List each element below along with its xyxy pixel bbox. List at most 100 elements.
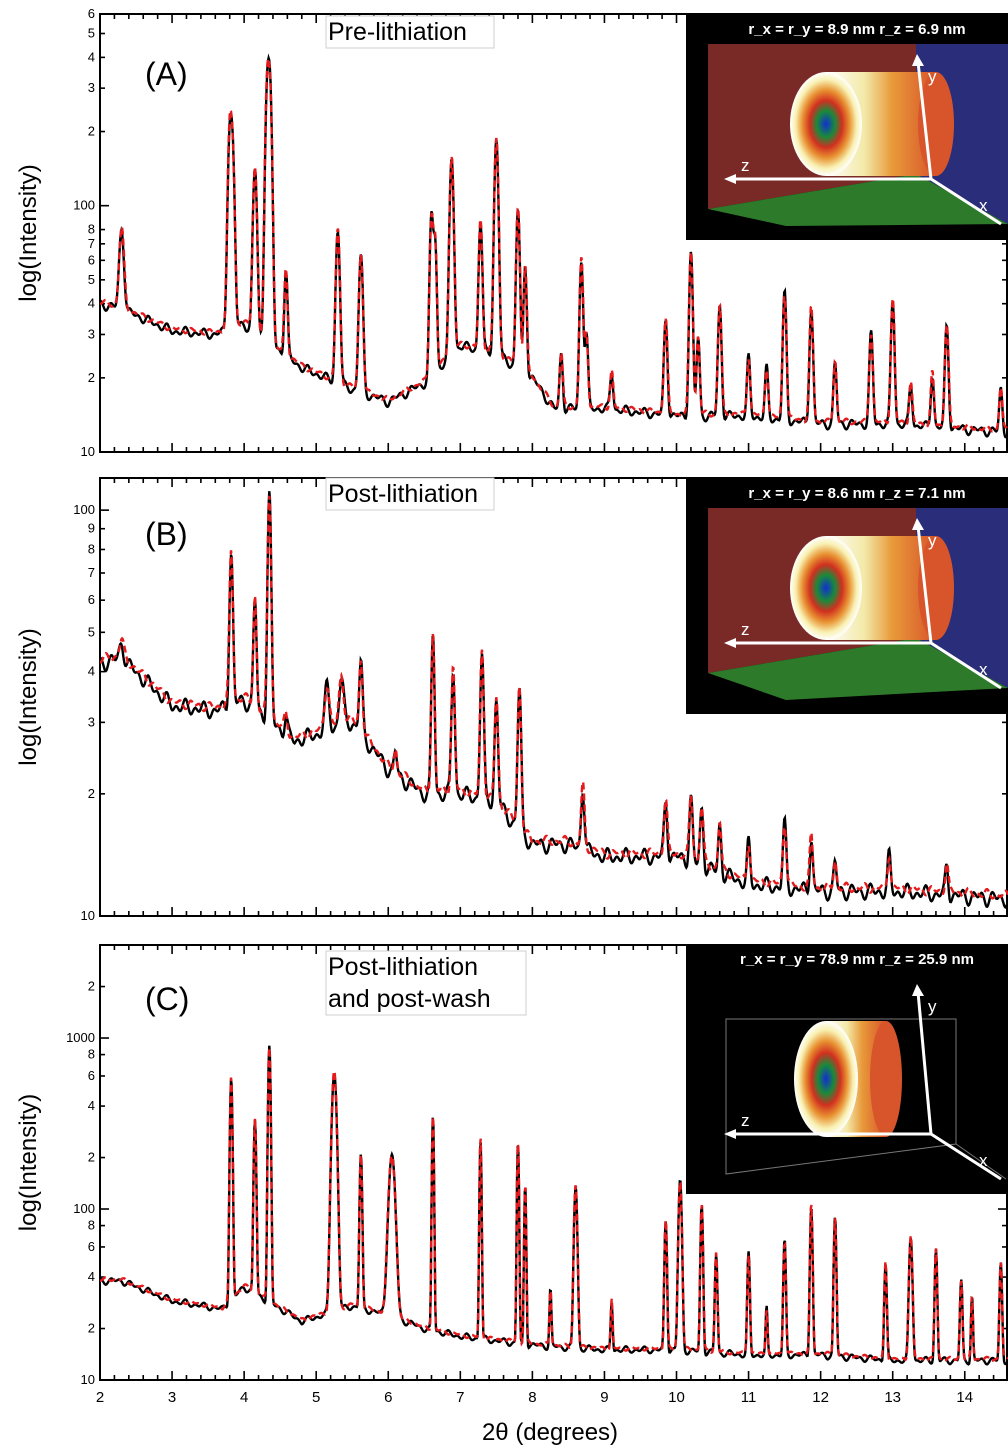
inset-axis-label-z: z <box>741 156 750 175</box>
y-tick-label: 8 <box>88 541 95 556</box>
x-tick-label: 13 <box>884 1389 901 1406</box>
panel-2: 10 2 3 4 5 6 7 8 9 100 log(Intensity) (B) Post-lithi… <box>15 477 1008 923</box>
y-tick-label: 2 <box>88 1321 95 1336</box>
inset-dimension-text: r_x = r_y = 8.9 nm r_z = 6.9 nm <box>748 21 965 38</box>
panel-label: (A) <box>145 56 188 92</box>
sample-label-box <box>325 950 527 1016</box>
cylinder-front-face <box>790 72 862 176</box>
y-tick-label: 6 <box>88 592 95 607</box>
inset-axis-label-z: z <box>741 620 750 639</box>
inset-axis-label-x: x <box>979 196 988 215</box>
x-axis-label: 2θ (degrees) <box>482 1419 618 1446</box>
y-tick-label: 100 <box>73 1201 95 1216</box>
panel-3: 10 2 4 6 8 100 2 4 6 8 1000 2 log(Intensity) (C) Post-… <box>15 944 1008 1387</box>
y-tick-label: 5 <box>88 624 95 639</box>
sample-label-line: Pre-lithiation <box>328 18 467 46</box>
y-tick-label: 3 <box>88 714 95 729</box>
x-tick-label: 5 <box>312 1389 320 1406</box>
y-tick-label: 7 <box>88 565 95 580</box>
inset-axis-label-y: y <box>928 67 937 86</box>
x-tick-label: 9 <box>600 1389 608 1406</box>
series-fit <box>100 1047 1008 1363</box>
inset-x-axis <box>930 641 1002 690</box>
x-tick-label: 12 <box>812 1389 829 1406</box>
y-tick-label: 1000 <box>66 1030 95 1045</box>
y-tick-label: 2 <box>88 786 95 801</box>
inset-x-axis <box>930 1132 1002 1181</box>
inset-y-axis <box>916 991 933 1135</box>
x-tick-label: 3 <box>168 1389 176 1406</box>
x-axis-tick-labels: 2 3 4 5 6 7 8 9 10 11 12 13 14 <box>96 1389 973 1406</box>
inset-box-outline <box>725 1018 1007 1180</box>
y-tick-label: 10 <box>81 444 95 459</box>
y-axis-label: log(Intensity) <box>15 628 42 765</box>
y-tick-label: 100 <box>73 502 95 517</box>
inset-axis-label-z: z <box>741 1111 750 1130</box>
inset-dimension-text: r_x = r_y = 8.6 nm r_z = 7.1 nm <box>748 485 965 502</box>
x-tick-label: 4 <box>240 1389 248 1406</box>
sample-label-box <box>325 15 495 49</box>
y-tick-label: 8 <box>88 1218 95 1233</box>
y-tick-label: 4 <box>88 1098 95 1113</box>
y-tick-label: 5 <box>88 272 95 287</box>
y-axis-label: log(Intensity) <box>15 1094 42 1231</box>
y-tick-label: 2 <box>88 124 95 139</box>
inset-y-axis <box>916 61 933 180</box>
y-tick-label: 2 <box>88 979 95 994</box>
y-tick-label: 9 <box>88 521 95 536</box>
y-tick-label: 5 <box>88 26 95 41</box>
x-tick-label: 14 <box>956 1389 973 1406</box>
y-tick-label: 6 <box>88 252 95 267</box>
inset-y-axis <box>916 525 933 644</box>
cylinder-back-cap <box>870 1021 902 1137</box>
x-tick-label: 8 <box>528 1389 536 1406</box>
shape-inset: z y x r_x = r_y = 78.9 nm r_z = 25.9 nm <box>686 944 1008 1194</box>
arrow-head-icon <box>912 518 924 530</box>
x-tick-label: 2 <box>96 1389 104 1406</box>
y-tick-label: 4 <box>88 296 95 311</box>
series-fit <box>100 57 1008 433</box>
y-tick-label: 4 <box>88 1269 95 1284</box>
arrow-head-icon <box>724 1129 736 1139</box>
sample-label-box <box>325 477 495 511</box>
sample-label-line: Post-lithiation <box>328 480 478 508</box>
shape-inset: z y x r_x = r_y = 8.9 nm r_z = 6.9 nm <box>686 14 1008 240</box>
inset-dimension-text: r_x = r_y = 78.9 nm r_z = 25.9 nm <box>740 951 974 968</box>
y-tick-label: 10 <box>81 908 95 923</box>
y-tick-label: 7 <box>88 236 95 251</box>
y-tick-label: 4 <box>88 664 95 679</box>
arrow-head-icon <box>724 638 736 648</box>
sample-label-line: and post-wash <box>328 985 491 1013</box>
inset-axis-label-x: x <box>979 660 988 679</box>
y-tick-label: 3 <box>88 80 95 95</box>
y-tick-label: 6 <box>88 1068 95 1083</box>
inset-floor <box>708 174 1008 226</box>
cylinder-front-face <box>790 536 862 640</box>
arrow-head-icon <box>724 174 736 184</box>
inset-x-axis <box>930 177 1002 226</box>
inset-axis-label-y: y <box>928 997 937 1016</box>
cylinder-front-face <box>794 1021 858 1137</box>
panel-label: (B) <box>145 516 188 552</box>
x-tick-label: 11 <box>741 1389 757 1406</box>
y-tick-label: 10 <box>81 1372 95 1387</box>
inset-axis-label-x: x <box>979 1151 988 1170</box>
y-tick-label: 4 <box>88 49 95 64</box>
inset-axis-label-y: y <box>928 531 937 550</box>
arrow-head-icon <box>912 54 924 66</box>
chart-panels: 10234567810023456log(Intensity)(A)Pre-li… <box>15 6 1008 1387</box>
sample-label-line: Post-lithiation <box>328 953 478 981</box>
y-tick-label: 8 <box>88 222 95 237</box>
arrow-head-icon <box>912 984 924 996</box>
x-tick-label: 7 <box>456 1389 464 1406</box>
y-axis-label: log(Intensity) <box>15 164 42 301</box>
inset-floor <box>708 638 1008 700</box>
y-tick-label: 8 <box>88 1047 95 1062</box>
y-tick-label: 2 <box>88 370 95 385</box>
panel-1: 10234567810023456log(Intensity)(A)Pre-li… <box>15 6 1008 459</box>
y-tick-label: 6 <box>88 6 95 21</box>
x-tick-label: 10 <box>668 1389 685 1406</box>
shape-inset: z y x r_x = r_y = 8.6 nm r_z = 7.1 nm <box>686 478 1008 714</box>
y-tick-label: 6 <box>88 1239 95 1254</box>
